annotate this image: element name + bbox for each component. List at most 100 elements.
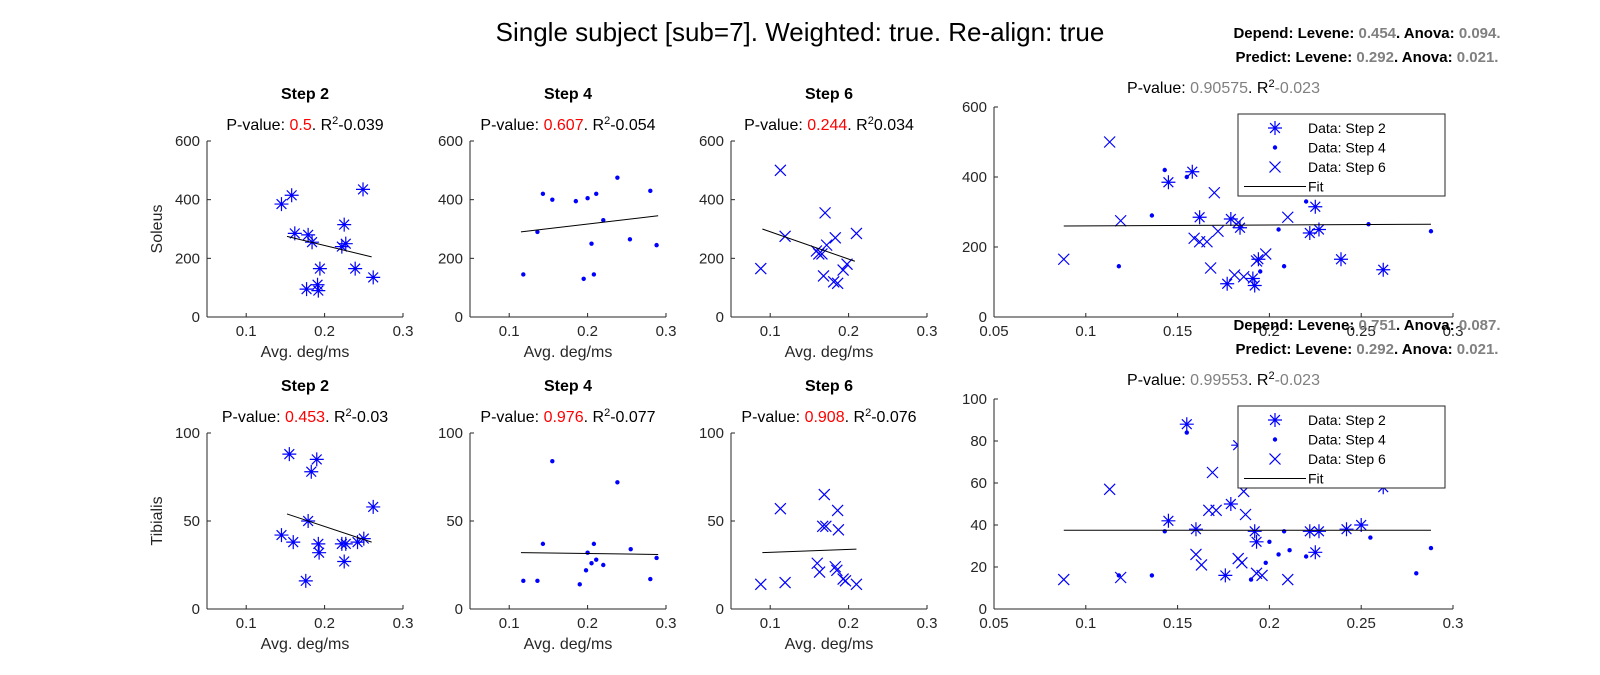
data-point xyxy=(1114,571,1127,584)
data-point xyxy=(1302,226,1317,240)
depend-stats: Depend: Levene: 0.454. Anova: 0.094. xyxy=(1233,25,1500,42)
data-point xyxy=(1162,167,1167,173)
y-tick-label: 20 xyxy=(970,559,987,576)
data-point xyxy=(1188,522,1203,537)
data-point xyxy=(594,191,599,196)
data-point xyxy=(1259,248,1272,260)
data-point xyxy=(830,564,843,577)
pvalue-label-6: P-value: 0.908. R2-0.076 xyxy=(741,407,916,426)
x-tick-label: 0.3 xyxy=(656,323,677,340)
data-point xyxy=(832,523,845,536)
data-point xyxy=(1334,252,1348,267)
data-point xyxy=(550,197,555,202)
data-point xyxy=(819,206,832,219)
data-point xyxy=(1302,524,1317,539)
data-point xyxy=(1212,225,1224,238)
y-tick-label: 0 xyxy=(716,601,724,618)
data-point xyxy=(1149,213,1155,218)
data-point xyxy=(337,217,352,232)
data-point xyxy=(1185,164,1200,179)
data-point xyxy=(348,261,363,276)
legend-label: Data: Step 2 xyxy=(1308,120,1386,136)
data-point xyxy=(366,270,381,285)
legend: Data: Step 2 Data: Step 4 Data: Step 6 Fit xyxy=(1237,113,1446,197)
y-tick-label: 0 xyxy=(192,309,200,326)
legend-marker-cross xyxy=(1269,453,1281,465)
data-point xyxy=(591,272,597,277)
data-point xyxy=(573,198,579,204)
fit-line xyxy=(520,552,659,555)
y-tick-label: 600 xyxy=(699,133,724,150)
x-tick-label: 0.1 xyxy=(1075,615,1096,632)
data-point xyxy=(841,258,853,271)
data-point xyxy=(1247,278,1262,293)
x-tick-label: 0.25 xyxy=(1347,323,1376,340)
pvalue-label-4: P-value: 0.453. R2-0.03 xyxy=(222,407,388,426)
depend-stats: Depend: Levene: 0.751. Anova: 0.087. xyxy=(1233,317,1500,334)
data-point xyxy=(1223,212,1238,226)
data-point xyxy=(1206,466,1219,479)
data-point xyxy=(811,557,824,570)
data-point xyxy=(1339,522,1354,537)
data-point xyxy=(535,229,540,235)
data-point xyxy=(1281,211,1294,224)
data-points xyxy=(521,175,659,282)
y-tick-label: 100 xyxy=(175,425,200,442)
data-point xyxy=(1232,216,1245,229)
legend-label: Fit xyxy=(1308,471,1324,487)
pvalue-label-3: P-value: 0.90575. R2-0.023 xyxy=(1127,78,1320,97)
data-point xyxy=(1263,560,1268,565)
x-tick-label: 0.25 xyxy=(1347,615,1376,632)
x-axis-label: Avg. deg/ms xyxy=(261,344,350,361)
y-tick-label: 0 xyxy=(455,309,463,326)
data-point xyxy=(1188,232,1201,245)
data-point xyxy=(298,573,313,588)
y-tick-label: 0 xyxy=(979,601,987,618)
data-point xyxy=(1237,270,1250,283)
data-point xyxy=(583,568,589,573)
pvalue-label-0: P-value: 0.5. R2-0.039 xyxy=(226,115,383,134)
legend-label: Data: Step 2 xyxy=(1308,412,1386,428)
pvalue-label-5: P-value: 0.976. R2-0.077 xyxy=(480,407,655,426)
data-point xyxy=(594,557,599,562)
legend-label: Data: Step 6 xyxy=(1308,451,1386,467)
data-point xyxy=(535,578,540,584)
legend-label: Data: Step 6 xyxy=(1308,159,1386,175)
data-points xyxy=(274,447,381,588)
data-point xyxy=(540,191,546,196)
subplot-title: Step 4 xyxy=(544,378,592,395)
y-tick-label: 400 xyxy=(699,192,724,209)
data-point xyxy=(1256,569,1268,582)
x-tick-label: 0.3 xyxy=(917,323,938,340)
x-tick-label: 0.15 xyxy=(1163,323,1192,340)
data-point xyxy=(1057,573,1070,586)
data-point xyxy=(831,277,844,290)
data-point xyxy=(1179,417,1194,432)
x-tick-label: 0.2 xyxy=(1259,615,1280,632)
fit-line xyxy=(762,548,857,554)
data-point xyxy=(837,264,850,276)
data-point xyxy=(817,270,830,282)
data-point xyxy=(1308,545,1323,560)
data-point xyxy=(774,164,787,177)
y-tick-label: 400 xyxy=(438,192,463,209)
data-point xyxy=(1149,573,1155,578)
data-point xyxy=(1376,262,1391,277)
fit-line xyxy=(1063,223,1431,227)
data-point xyxy=(654,242,659,248)
x-tick-label: 0.3 xyxy=(1443,615,1464,632)
predict-stats: Predict: Levene: 0.292. Anova: 0.021. xyxy=(1236,49,1499,66)
data-point xyxy=(827,275,840,288)
data-point xyxy=(779,576,792,589)
fit-line xyxy=(286,513,372,543)
data-point xyxy=(1368,535,1373,540)
data-point xyxy=(309,452,324,467)
legend-marker-star xyxy=(1268,413,1282,427)
subplot-soleus-step-4: 0.1 0.2 0.3 0 200 400 600 Avg. deg/ms Step 4 P-va… xyxy=(438,86,676,361)
data-point xyxy=(274,197,289,212)
x-tick-label: 0.15 xyxy=(1163,615,1192,632)
y-tick-label: 50 xyxy=(707,513,724,530)
subplot-tibialis-step-2: 0.1 0.2 0.3 0 50 100 Avg. deg/ms Tibialis Step 2… xyxy=(149,378,413,653)
legend-marker-dot xyxy=(1272,145,1278,150)
